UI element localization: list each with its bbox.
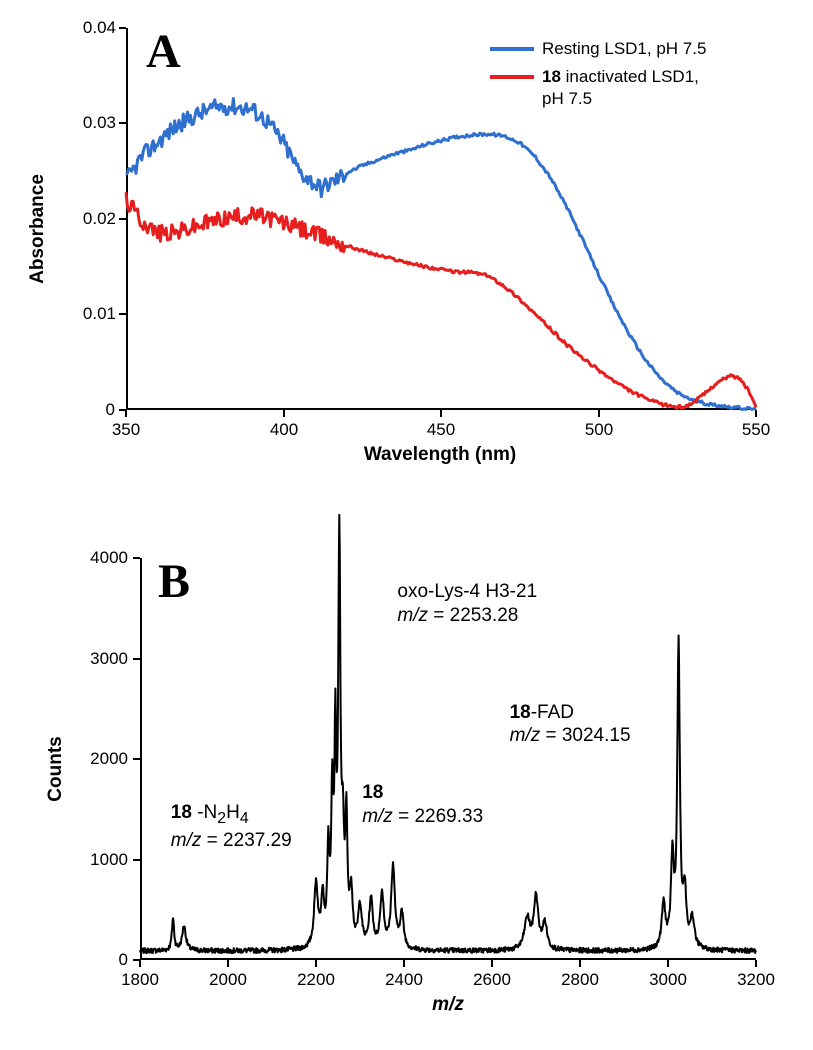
panel-b: 0 1000 2000 3000 4000 1800 2000 2200 240… xyxy=(40,540,780,1030)
ytick-label: 0.04 xyxy=(58,18,116,38)
tick-x xyxy=(667,960,669,967)
tick-y xyxy=(119,122,126,124)
ytick-label: 0.02 xyxy=(58,209,116,229)
xtick-label: 400 xyxy=(270,420,298,440)
ytick-label: 2000 xyxy=(78,749,128,769)
xtick-label: 350 xyxy=(112,420,140,440)
ytick-label: 0 xyxy=(98,950,128,970)
tick-x xyxy=(403,960,405,967)
xtick-label: 1800 xyxy=(121,970,159,990)
tick-x xyxy=(125,410,127,417)
tick-y xyxy=(119,27,126,29)
tick-x xyxy=(755,960,757,967)
ytick-label: 0.01 xyxy=(58,304,116,324)
tick-y xyxy=(133,758,140,760)
y-axis-title: Absorbance xyxy=(27,174,49,284)
tick-x xyxy=(579,960,581,967)
tick-y xyxy=(119,313,126,315)
xtick-label: 2800 xyxy=(561,970,599,990)
tick-y xyxy=(119,218,126,220)
spectrum-line xyxy=(140,515,756,953)
xtick-label: 2000 xyxy=(209,970,247,990)
tick-x xyxy=(283,410,285,417)
tick-x xyxy=(598,410,600,417)
tick-y xyxy=(133,557,140,559)
ytick-label: 0.03 xyxy=(58,113,116,133)
xtick-label: 3200 xyxy=(737,970,775,990)
xtick-label: 2200 xyxy=(297,970,335,990)
tick-x xyxy=(440,410,442,417)
xtick-label: 2400 xyxy=(385,970,423,990)
ytick-label: 4000 xyxy=(78,548,128,568)
tick-x xyxy=(227,960,229,967)
x-axis-title: m/z xyxy=(432,994,464,1016)
ytick-label: 0 xyxy=(75,400,115,420)
ytick-label: 1000 xyxy=(78,850,128,870)
tick-x xyxy=(139,960,141,967)
tick-y xyxy=(133,658,140,660)
xtick-label: 500 xyxy=(585,420,613,440)
xtick-label: 550 xyxy=(742,420,770,440)
chart-b-plot xyxy=(140,558,756,960)
ytick-label: 3000 xyxy=(78,649,128,669)
tick-y xyxy=(133,859,140,861)
tick-x xyxy=(315,960,317,967)
tick-x xyxy=(755,410,757,417)
panel-a: 0 0.01 0.02 0.03 0.04 350 400 450 500 55… xyxy=(40,10,780,480)
tick-x xyxy=(491,960,493,967)
y-axis-title: Counts xyxy=(45,736,67,801)
xtick-label: 2600 xyxy=(473,970,511,990)
xtick-label: 450 xyxy=(427,420,455,440)
series-line xyxy=(126,192,756,408)
x-axis-title: Wavelength (nm) xyxy=(364,444,516,466)
chart-a-plot xyxy=(126,28,756,410)
series-line xyxy=(126,99,756,410)
xtick-label: 3000 xyxy=(649,970,687,990)
